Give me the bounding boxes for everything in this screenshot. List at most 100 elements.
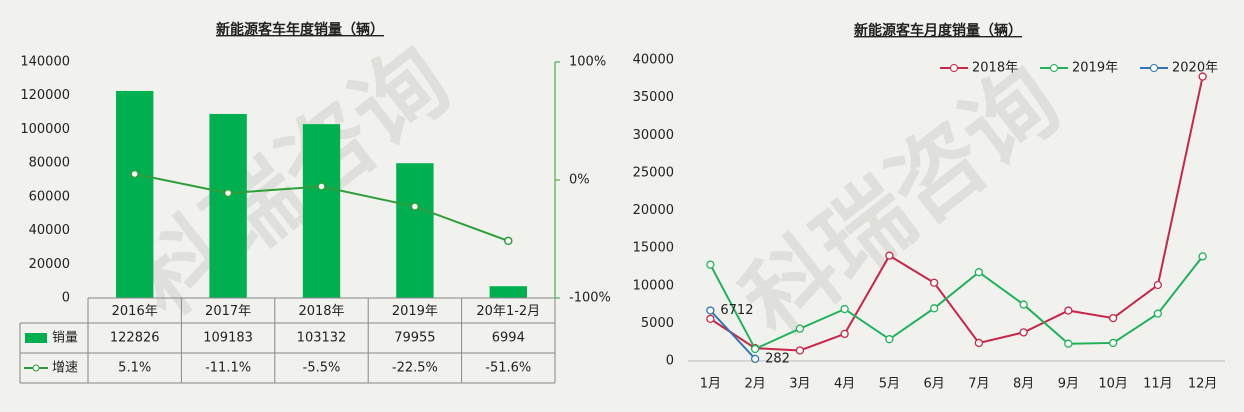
x-tick-label: 8月 (1013, 377, 1034, 392)
series-marker (1198, 252, 1207, 261)
bar (489, 286, 527, 298)
x-tick-label: 6月 (923, 377, 944, 392)
series-marker (1064, 339, 1073, 348)
x-tick-label: 2018年 (298, 304, 344, 319)
table-value: -22.5% (392, 361, 438, 376)
legend-label: 增速 (52, 361, 78, 376)
series-marker (885, 251, 894, 260)
y-tick-label: 120000 (20, 88, 70, 103)
growth-marker (317, 182, 326, 191)
series-line (709, 309, 756, 360)
bar (116, 90, 154, 298)
y-tick-label: 80000 (29, 156, 70, 171)
table-value: -5.5% (303, 361, 341, 376)
table-value: 109183 (203, 331, 253, 346)
x-tick-label: 9月 (1058, 377, 1079, 392)
series-line (709, 76, 1204, 352)
x-tick-label: 5月 (879, 377, 900, 392)
series-marker (706, 260, 715, 269)
legend-swatch (950, 64, 958, 72)
y-tick-label: 10000 (633, 278, 674, 293)
series-marker (795, 324, 805, 333)
y-tick-label: 60000 (29, 189, 70, 204)
series-line (709, 255, 1204, 351)
table-value: 5.1% (118, 361, 151, 376)
series-marker (750, 344, 760, 354)
x-tick-label: 10月 (1098, 377, 1128, 392)
series-marker (1019, 300, 1028, 309)
y-tick-label: 140000 (20, 55, 70, 70)
y-tick-label: 0 (666, 354, 674, 369)
watermark: 科瑞咨询 (723, 46, 1079, 357)
table-value: 122826 (110, 331, 160, 346)
y-tick-label: 15000 (633, 241, 674, 256)
x-tick-label: 2016年 (112, 304, 158, 319)
y-tick-label: 20000 (633, 203, 674, 218)
series-marker (706, 314, 715, 324)
y-tick-label: 35000 (633, 90, 674, 105)
x-tick-label: 7月 (968, 377, 989, 392)
y-tick-label: 25000 (633, 165, 674, 180)
x-tick-label: 20年1-2月 (476, 304, 540, 319)
series-marker (1153, 280, 1163, 290)
growth-marker (504, 236, 513, 246)
series-marker (1108, 338, 1118, 348)
legend-swatch (32, 364, 40, 372)
chart-title: 新能源客车年度销量（辆） (216, 21, 384, 38)
series-marker (840, 304, 849, 314)
series-marker (1153, 309, 1163, 318)
series-marker (885, 335, 894, 344)
series-marker (974, 268, 984, 277)
series-marker (795, 346, 805, 355)
legend-swatch (25, 333, 47, 343)
table-value: 103132 (297, 331, 347, 346)
data-label: 282 (765, 351, 790, 366)
bar (209, 113, 247, 298)
y2-tick-label: 0% (569, 173, 590, 188)
series-marker (1198, 72, 1207, 81)
x-tick-label: 2019年 (392, 304, 438, 319)
series-marker (974, 338, 984, 348)
series-marker (706, 306, 715, 315)
table-value: 6994 (492, 331, 525, 346)
y2-tick-label: 100% (569, 55, 606, 70)
y-tick-label: 5000 (641, 316, 674, 331)
series-marker (1019, 328, 1028, 337)
growth-marker (410, 202, 420, 211)
series-marker (1064, 306, 1073, 315)
data-label: 6712 (720, 303, 753, 318)
series-marker (750, 354, 760, 364)
growth-marker (223, 188, 233, 198)
legend-swatch (1050, 64, 1058, 72)
legend-label: 销量 (52, 331, 78, 346)
y-tick-label: 0 (62, 291, 70, 306)
x-tick-label: 2月 (744, 377, 765, 392)
table-value: -51.6% (485, 361, 531, 376)
x-tick-label: 11月 (1143, 377, 1173, 392)
series-marker (1108, 313, 1118, 323)
table-value: -11.1% (205, 361, 251, 376)
series-marker (840, 329, 849, 339)
bar (396, 163, 434, 298)
x-tick-label: 4月 (834, 377, 855, 392)
y-tick-label: 100000 (20, 122, 70, 137)
legend-swatch (1150, 64, 1158, 72)
table-value: 79955 (394, 331, 435, 346)
series-marker (929, 278, 939, 287)
legend-label: 2018年 (972, 61, 1018, 76)
x-tick-label: 1月 (700, 377, 721, 392)
legend-label: 2019年 (1072, 61, 1118, 76)
growth-marker (130, 169, 139, 179)
x-tick-label: 2017年 (205, 304, 251, 319)
y-tick-label: 20000 (29, 257, 70, 272)
y-tick-label: 40000 (633, 53, 674, 68)
y2-tick-label: -100% (569, 291, 611, 306)
bar (302, 124, 341, 298)
x-tick-label: 12月 (1188, 377, 1218, 392)
y-tick-label: 30000 (633, 128, 674, 143)
chart-title: 新能源客车月度销量（辆） (854, 22, 1022, 39)
legend-label: 2020年 (1172, 61, 1218, 76)
x-tick-label: 3月 (789, 377, 810, 392)
